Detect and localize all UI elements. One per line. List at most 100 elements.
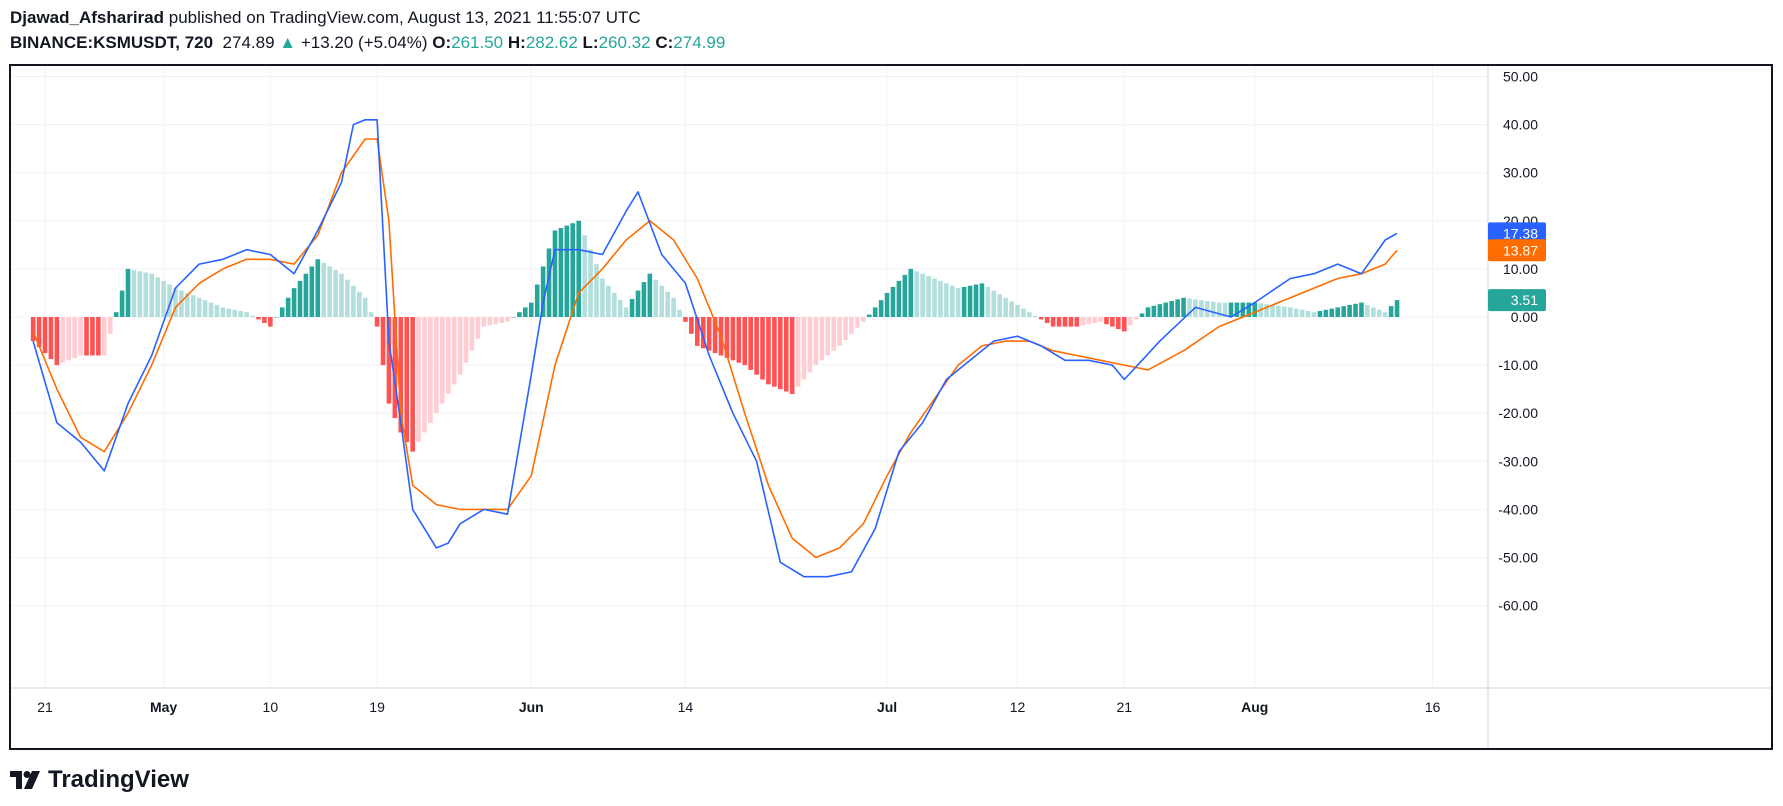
histogram-bar [772, 317, 777, 387]
histogram-bar [90, 317, 95, 356]
histogram-bar [285, 297, 291, 317]
histogram-bar [262, 317, 267, 324]
histogram-bar [1145, 307, 1151, 317]
histogram-bar [778, 317, 783, 390]
histogram-bar [1169, 300, 1174, 317]
histogram-bar [600, 278, 605, 317]
histogram-bar [416, 317, 421, 443]
histogram-bar [677, 309, 682, 317]
histogram-bar [878, 300, 884, 317]
histogram-bar [493, 317, 498, 325]
histogram-bar [190, 295, 196, 317]
histogram-bar [635, 290, 641, 317]
histogram-bar [196, 297, 202, 317]
histogram-bar [523, 307, 528, 317]
macd-chart[interactable]: 50.0040.0030.0020.0010.000.00-10.00-20.0… [11, 66, 1771, 748]
histogram-bar [362, 297, 368, 317]
histogram-bar [659, 285, 665, 317]
histogram-bar [766, 317, 771, 385]
brand-name: TradingView [48, 766, 189, 793]
x-axis[interactable]: 21 May 10 19 Jun 14 Jul 12 21 Aug 16 [37, 699, 1440, 715]
histogram-bar [813, 317, 819, 366]
histogram-bar [125, 268, 131, 317]
histogram-bar [113, 312, 119, 317]
histogram-bar [849, 317, 854, 334]
histogram-bar [582, 235, 587, 317]
histogram-bar [1222, 302, 1228, 317]
histogram-bar [1317, 310, 1323, 317]
histogram-bar [517, 312, 522, 317]
histogram-bar [1347, 304, 1352, 317]
histogram-bar [137, 271, 143, 317]
histogram-bar [451, 317, 457, 385]
tradingview-logo[interactable]: TradingView [10, 766, 189, 794]
histogram-bar [1293, 308, 1299, 317]
histogram-bar [742, 317, 748, 366]
histogram-bar [1038, 317, 1044, 320]
macd-last-value-badge: 17.38 [1488, 222, 1546, 245]
histogram-bar [72, 317, 77, 358]
histogram-bar [736, 317, 742, 363]
histogram-bar [1157, 304, 1163, 317]
open-value: 261.50 [451, 33, 504, 52]
histogram-bar [333, 270, 338, 317]
histogram-bar [1299, 309, 1305, 317]
histogram-bar [410, 317, 415, 452]
histogram-bar [250, 315, 255, 317]
histogram-bar [1116, 317, 1121, 330]
x-tick-label: Jun [519, 699, 544, 715]
histogram-bar [1382, 312, 1388, 317]
histogram-bar [505, 317, 510, 322]
histogram-bar [102, 317, 107, 356]
histogram-bar [985, 286, 991, 317]
histogram-bar [315, 259, 321, 317]
histogram-bar [440, 317, 445, 404]
histogram-bar [801, 317, 807, 380]
x-tick-label: 10 [263, 699, 279, 715]
chart-frame[interactable]: 50.00 40.00 30.00 20.00 10.00 0.00 -10.00 -20.0… [9, 64, 1773, 750]
histogram-bar [558, 228, 564, 317]
histogram-bar [273, 317, 279, 318]
histogram-bar [481, 317, 487, 327]
histogram-bar [1282, 306, 1287, 317]
x-tick-label: 16 [1425, 699, 1441, 715]
last-price: 274.89 [222, 33, 275, 52]
histogram-bar [570, 223, 576, 317]
histogram-bar [1110, 317, 1115, 327]
histogram-bar [297, 280, 303, 317]
histogram-bar [1181, 297, 1186, 317]
histogram-bar [540, 266, 546, 317]
symbol-label: BINANCE:KSMUSDT, 720 [10, 33, 214, 52]
x-tick-label: 14 [678, 699, 694, 715]
histogram-bar [564, 225, 570, 317]
histogram-bar [712, 317, 718, 354]
histogram-bar [380, 317, 386, 366]
histogram-bar [155, 277, 160, 317]
histogram-bar [404, 317, 410, 443]
histogram-bar [997, 294, 1003, 317]
y-tick-label: 30.00 [1503, 165, 1538, 181]
y-axis[interactable]: 50.0040.0030.0020.0010.000.00-10.00-20.0… [1498, 69, 1538, 614]
low-value: 260.32 [598, 33, 651, 52]
y-tick-label: -50.00 [1498, 550, 1538, 566]
histogram-bar [457, 317, 463, 375]
histogram-bar [932, 278, 937, 317]
histogram-bar [428, 317, 433, 423]
histogram-bar [955, 288, 961, 317]
histogram-bar [534, 284, 540, 317]
x-tick-label: 21 [37, 699, 53, 715]
histogram-bar [1388, 306, 1394, 317]
histogram-bar [896, 280, 902, 317]
histogram-bar [226, 308, 232, 317]
histogram-bar [843, 317, 848, 340]
histogram-bar [434, 317, 439, 414]
histogram-bar [807, 317, 813, 373]
histogram-bar [594, 264, 599, 317]
histogram-bar [546, 248, 552, 317]
signal-last-value-badge: 13.87 [1488, 239, 1546, 262]
author-name[interactable]: Djawad_Afsharirad [10, 8, 164, 27]
histogram-series [30, 220, 1400, 452]
histogram-bar [1056, 317, 1062, 327]
high-label: H: [507, 33, 526, 52]
histogram-bar [795, 317, 801, 387]
